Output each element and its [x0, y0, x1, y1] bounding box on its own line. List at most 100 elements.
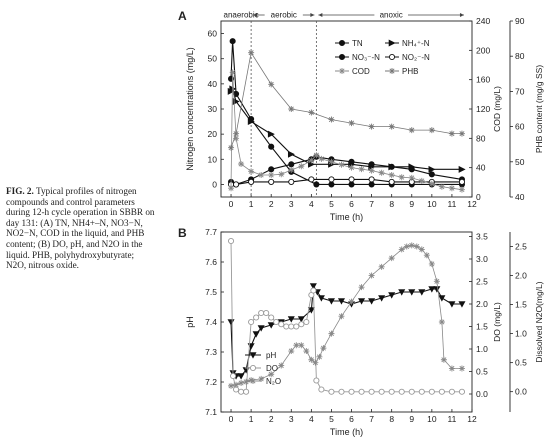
legend: TN NH₄⁺-N NO₃⁻-N NO₂⁻-N COD PHB [335, 39, 430, 76]
data-point [438, 319, 445, 325]
x-axis-label: Time (h) [330, 212, 363, 222]
y-right2-tick-label: 70 [515, 86, 525, 96]
data-point [458, 388, 466, 395]
data-point [398, 246, 405, 253]
data-point [237, 373, 245, 380]
data-point [328, 176, 335, 183]
data-point [258, 172, 265, 178]
y-right2-axis-label: PHB content (mg/g SS) [534, 65, 544, 154]
data-point [388, 292, 396, 299]
legend-label: NH₄⁺-N [402, 39, 430, 48]
y-left-axis-label: pH [185, 316, 195, 328]
x-tick-label: 12 [467, 199, 477, 209]
y-right1-axis-label: COD (mg/L) [492, 86, 502, 132]
y-left-tick-label: 7.5 [205, 287, 217, 297]
data-point [308, 109, 315, 116]
y-right2-tick-label: 80 [515, 51, 525, 61]
y-left-tick-label: 0 [212, 179, 217, 189]
series-line [230, 41, 462, 185]
y-right1-tick-label: 1.5 [476, 322, 488, 332]
x-tick-label: 2 [269, 199, 274, 209]
phase-label: anoxic [380, 11, 403, 20]
data-point [293, 342, 300, 349]
legend-marker [338, 53, 346, 61]
phase-arrowhead [318, 13, 323, 17]
data-point [403, 243, 410, 250]
data-point [358, 388, 365, 395]
y-right1-tick-label: 160 [476, 75, 490, 85]
data-point [348, 298, 355, 305]
legend-marker [389, 68, 395, 74]
data-point [257, 325, 265, 332]
y-right1-tick-label: 40 [476, 163, 486, 173]
data-point [313, 377, 320, 384]
legend-marker [338, 39, 346, 47]
data-point [368, 167, 375, 174]
data-point [438, 295, 446, 302]
data-point [438, 183, 445, 190]
data-point [398, 289, 406, 296]
y-left-tick-label: 7.3 [205, 347, 217, 357]
data-point [408, 388, 415, 395]
data-point [267, 322, 275, 329]
y-right2-tick-label: 2.5 [515, 242, 527, 252]
phase-label-bg [217, 9, 265, 18]
data-point [348, 158, 355, 165]
data-point [423, 252, 430, 259]
y-right2-tick-label: 60 [515, 122, 525, 132]
data-point [418, 388, 425, 395]
y-left-tick-label: 7.6 [205, 257, 217, 267]
x-tick-label: 11 [448, 414, 457, 424]
data-point [368, 123, 375, 130]
data-point [428, 388, 435, 395]
data-point [408, 127, 415, 134]
data-point [268, 81, 275, 88]
x-tick-label: 1 [249, 199, 254, 209]
y-right2-tick-label: 0.5 [515, 358, 527, 368]
data-point [303, 318, 310, 326]
data-point [298, 342, 305, 349]
data-point [328, 388, 335, 395]
data-point [348, 164, 355, 171]
y-right2-tick-label: 2.0 [515, 271, 527, 281]
legend-label: DO [266, 364, 278, 373]
legend-marker [339, 68, 345, 74]
data-point [458, 301, 466, 308]
phase-label-bg [264, 9, 303, 18]
data-point [348, 388, 355, 395]
x-tick-label: 7 [369, 199, 374, 209]
series-line [230, 284, 462, 377]
y-right1-tick-label: 80 [476, 133, 486, 143]
data-point [228, 185, 235, 192]
y-right1-tick-label: 0.5 [476, 367, 488, 377]
legend-marker [388, 39, 396, 47]
data-point [253, 314, 260, 321]
series-line [230, 87, 462, 170]
data-point [268, 314, 275, 321]
data-point [229, 372, 237, 380]
data-point [288, 178, 295, 185]
data-point [233, 135, 240, 142]
data-point [458, 186, 465, 193]
phase-label-bg [374, 9, 408, 18]
series-line [230, 156, 463, 185]
data-point [428, 171, 435, 178]
data-point [337, 298, 345, 305]
x-tick-label: 3 [289, 414, 294, 424]
y-right2-tick-label: 1.5 [515, 300, 527, 310]
series-ph [227, 283, 466, 380]
y-left-tick-label: 20 [208, 129, 218, 139]
data-point [293, 323, 300, 330]
y-right2-tick-label: 0.0 [515, 387, 527, 397]
y-right2-tick-label: 50 [515, 157, 525, 167]
data-point [229, 69, 236, 76]
data-point [328, 181, 335, 188]
x-tick-label: 5 [329, 199, 334, 209]
data-point [440, 356, 447, 363]
data-point [288, 323, 295, 330]
data-point [408, 242, 415, 249]
data-point [408, 289, 416, 296]
legend-marker [249, 364, 257, 372]
legend-label: NO₃⁻-N [352, 53, 380, 62]
